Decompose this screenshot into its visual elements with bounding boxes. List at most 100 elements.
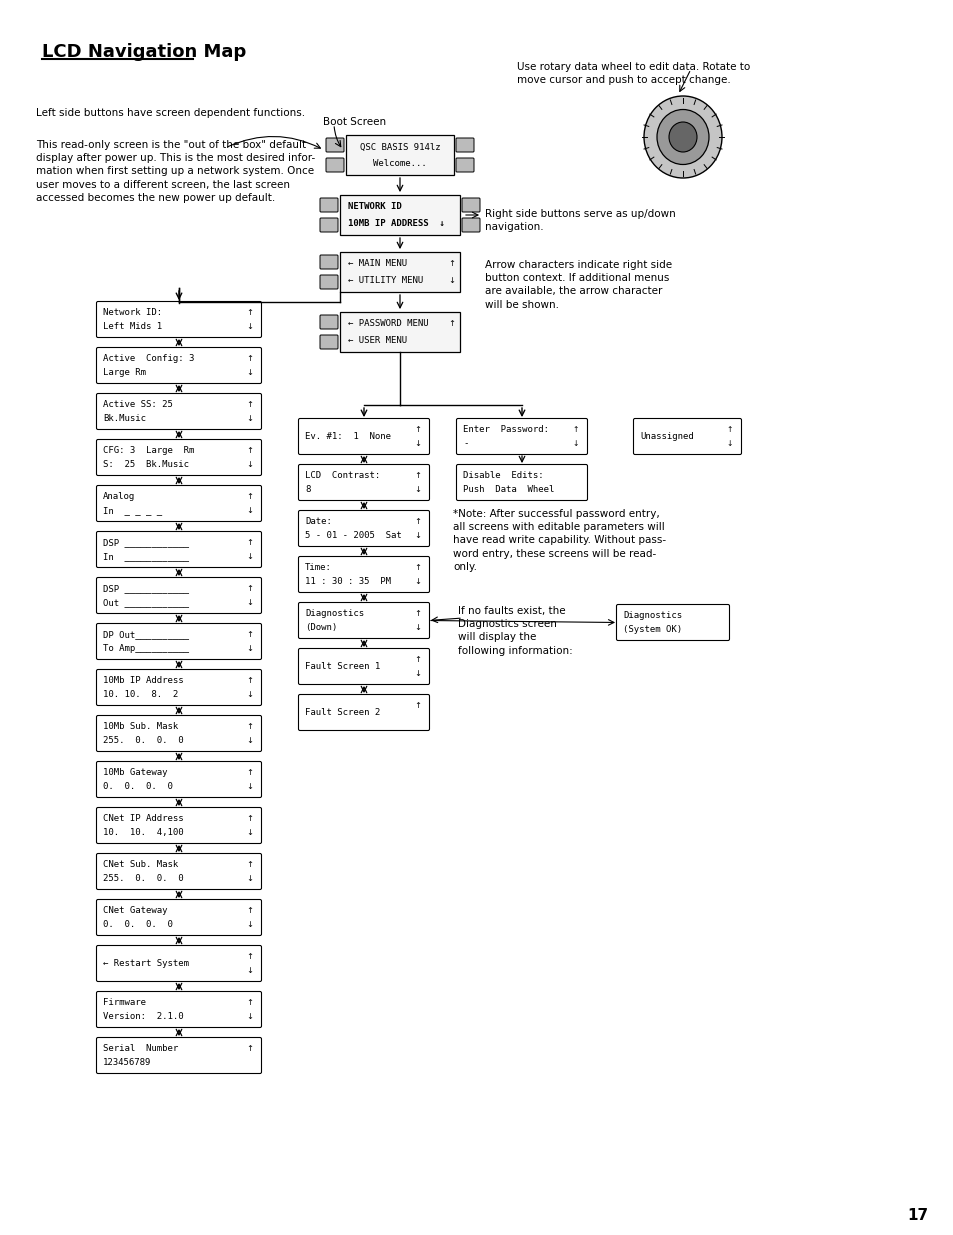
FancyBboxPatch shape	[96, 808, 261, 844]
FancyBboxPatch shape	[298, 510, 429, 547]
Text: If no faults exist, the
Diagnostics screen
will display the
following informatio: If no faults exist, the Diagnostics scre…	[457, 606, 572, 656]
FancyBboxPatch shape	[616, 604, 729, 641]
Text: ← PASSWORD MENU: ← PASSWORD MENU	[348, 319, 428, 327]
FancyBboxPatch shape	[461, 219, 479, 232]
Text: ↑: ↑	[246, 1044, 253, 1052]
Text: Active SS: 25: Active SS: 25	[103, 400, 172, 409]
Text: Time:: Time:	[305, 563, 332, 572]
FancyBboxPatch shape	[319, 219, 337, 232]
Text: Enter  Password:: Enter Password:	[462, 425, 548, 433]
FancyBboxPatch shape	[96, 624, 261, 659]
Text: ← UTILITY MENU: ← UTILITY MENU	[348, 277, 423, 285]
Text: ↑: ↑	[246, 308, 253, 316]
Text: Diagnostics: Diagnostics	[622, 611, 681, 620]
Text: ↓: ↓	[246, 829, 253, 837]
Text: 123456789: 123456789	[103, 1058, 152, 1067]
Text: (System OK): (System OK)	[622, 625, 681, 635]
Text: 0.  0.  0.  0: 0. 0. 0. 0	[103, 920, 172, 929]
Text: Large Rm: Large Rm	[103, 368, 146, 377]
Text: 11 : 30 : 35  PM: 11 : 30 : 35 PM	[305, 577, 391, 587]
Text: ↑: ↑	[414, 655, 421, 663]
Text: Serial  Number: Serial Number	[103, 1044, 178, 1052]
Text: Analog: Analog	[103, 492, 135, 500]
FancyBboxPatch shape	[319, 275, 337, 289]
Text: ↑: ↑	[246, 630, 253, 638]
FancyBboxPatch shape	[339, 195, 459, 235]
Text: ↓: ↓	[414, 669, 421, 678]
Text: Bk.Music: Bk.Music	[103, 414, 146, 424]
Text: ← Restart System: ← Restart System	[103, 960, 189, 968]
Text: ↓: ↓	[726, 440, 733, 448]
Text: LCD Navigation Map: LCD Navigation Map	[42, 43, 246, 61]
Text: ↓: ↓	[414, 577, 421, 587]
Text: ↑: ↑	[414, 516, 421, 526]
FancyBboxPatch shape	[96, 715, 261, 752]
Text: ↑: ↑	[246, 400, 253, 409]
Text: Out ____________: Out ____________	[103, 598, 189, 608]
FancyBboxPatch shape	[319, 315, 337, 329]
FancyBboxPatch shape	[298, 557, 429, 593]
Text: ↓: ↓	[246, 461, 253, 469]
Text: Fault Screen 2: Fault Screen 2	[305, 708, 380, 718]
FancyBboxPatch shape	[346, 135, 454, 175]
Text: 17: 17	[906, 1208, 927, 1223]
Text: Diagnostics: Diagnostics	[305, 609, 364, 618]
Text: Left side buttons have screen dependent functions.: Left side buttons have screen dependent …	[36, 107, 305, 119]
Text: ↓: ↓	[448, 277, 455, 285]
FancyBboxPatch shape	[298, 464, 429, 500]
Text: 10Mb IP Address: 10Mb IP Address	[103, 676, 183, 684]
Text: Left Mids 1: Left Mids 1	[103, 322, 162, 331]
Text: LCD  Contrast:: LCD Contrast:	[305, 471, 380, 479]
Text: ↑: ↑	[448, 258, 455, 268]
FancyBboxPatch shape	[96, 946, 261, 982]
Text: ↓: ↓	[246, 368, 253, 377]
Text: In  _ _ _ _: In _ _ _ _	[103, 506, 162, 515]
Text: This read-only screen is the "out of the box" default
display after power up. Th: This read-only screen is the "out of the…	[36, 140, 314, 203]
Text: 10.  10.  4,100: 10. 10. 4,100	[103, 829, 183, 837]
Text: ↑: ↑	[246, 721, 253, 731]
FancyBboxPatch shape	[298, 694, 429, 730]
Text: ↑: ↑	[246, 860, 253, 868]
Text: ↓: ↓	[246, 782, 253, 792]
FancyBboxPatch shape	[298, 419, 429, 454]
Text: Active  Config: 3: Active Config: 3	[103, 353, 194, 363]
Text: In  ____________: In ____________	[103, 552, 189, 561]
Text: Date:: Date:	[305, 516, 332, 526]
FancyBboxPatch shape	[96, 669, 261, 705]
FancyBboxPatch shape	[456, 464, 587, 500]
Text: ↓: ↓	[572, 440, 578, 448]
FancyBboxPatch shape	[96, 899, 261, 935]
Text: 0.  0.  0.  0: 0. 0. 0. 0	[103, 782, 172, 792]
Text: Arrow characters indicate right side
button context. If additional menus
are ava: Arrow characters indicate right side but…	[484, 261, 672, 310]
Text: ↑: ↑	[246, 492, 253, 500]
FancyBboxPatch shape	[96, 531, 261, 568]
Text: -: -	[462, 440, 468, 448]
FancyBboxPatch shape	[96, 578, 261, 614]
FancyBboxPatch shape	[96, 485, 261, 521]
FancyBboxPatch shape	[96, 762, 261, 798]
Text: ↓: ↓	[246, 874, 253, 883]
FancyBboxPatch shape	[96, 347, 261, 384]
Text: ↑: ↑	[246, 446, 253, 454]
Text: ↓: ↓	[246, 322, 253, 331]
Text: Ev. #1:  1  None: Ev. #1: 1 None	[305, 432, 391, 441]
Text: CNet Gateway: CNet Gateway	[103, 905, 168, 915]
Text: Boot Screen: Boot Screen	[323, 117, 386, 127]
FancyBboxPatch shape	[319, 335, 337, 350]
Text: ↓: ↓	[246, 966, 253, 976]
Text: CNet Sub. Mask: CNet Sub. Mask	[103, 860, 178, 868]
Text: *Note: After successful password entry,
all screens with editable parameters wil: *Note: After successful password entry, …	[453, 509, 665, 572]
Text: NETWORK ID: NETWORK ID	[348, 201, 401, 211]
FancyBboxPatch shape	[326, 138, 344, 152]
Text: ↓: ↓	[414, 485, 421, 494]
Text: ↓: ↓	[246, 920, 253, 929]
FancyBboxPatch shape	[96, 992, 261, 1028]
Ellipse shape	[668, 122, 697, 152]
Text: ↑: ↑	[414, 471, 421, 479]
FancyBboxPatch shape	[339, 312, 459, 352]
FancyBboxPatch shape	[96, 853, 261, 889]
Text: 10. 10.  8.  2: 10. 10. 8. 2	[103, 690, 178, 699]
FancyBboxPatch shape	[339, 252, 459, 291]
FancyBboxPatch shape	[319, 198, 337, 212]
Text: ↑: ↑	[414, 700, 421, 710]
